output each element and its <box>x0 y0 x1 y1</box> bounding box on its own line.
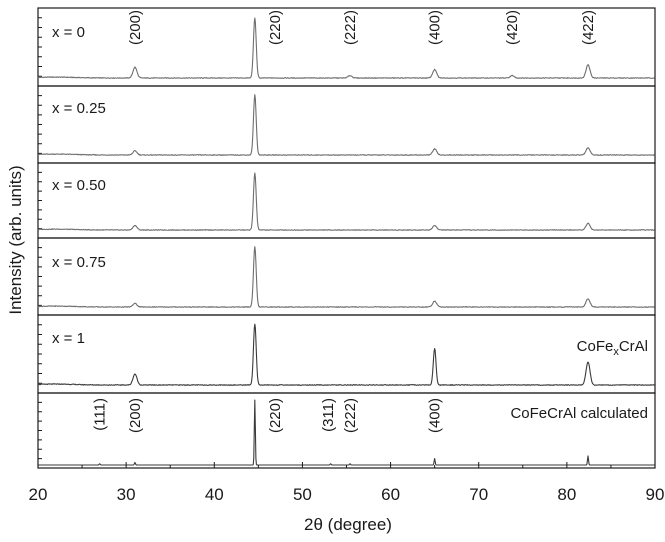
panel-3: x = 0.50 <box>38 163 655 238</box>
panel-label: x = 0 <box>52 24 85 41</box>
panel-frame <box>38 238 655 315</box>
miller-index-label: (220) <box>267 398 284 433</box>
panel-frame <box>38 315 655 393</box>
x-axis-label: 2θ (degree) <box>304 515 392 534</box>
x-tick-label: 70 <box>469 485 488 504</box>
panel-5: x = 1 CoFexCrAl <box>38 315 655 393</box>
miller-index-label: (311) <box>320 398 337 432</box>
panel-label: x = 1 <box>52 330 85 347</box>
x-tick-label: 40 <box>205 485 224 504</box>
miller-index-label: (420) <box>504 10 521 45</box>
x-tick-label: 30 <box>117 485 136 504</box>
panel-right-label: CoFeCrAl calculated <box>510 405 648 422</box>
miller-index-label: (400) <box>427 398 444 433</box>
panel-right-label: CoFexCrAl <box>577 338 648 358</box>
panel-label: x = 0.50 <box>52 177 106 194</box>
miller-index-label: (422) <box>580 10 597 45</box>
panel-right-label-main: CoFe <box>577 338 614 355</box>
panel-1: x = 0 (200) (220) (222) (400) (420) (422) <box>38 8 655 86</box>
panel-label: x = 0.75 <box>52 254 106 271</box>
panels-group: x = 0(200)(220)(222)(400)(420)(422)x = 0… <box>38 8 655 468</box>
miller-index-label: (222) <box>342 10 359 45</box>
x-tick-label: 20 <box>29 485 48 504</box>
series-line <box>38 95 655 156</box>
panel-4: x = 0.75 <box>38 238 655 315</box>
miller-index-label: (200) <box>127 398 144 433</box>
miller-index-label: (111) <box>92 398 109 431</box>
series-line <box>38 173 655 230</box>
miller-index-label: (222) <box>342 398 359 433</box>
panel-frame <box>38 163 655 238</box>
x-tick-label: 90 <box>646 485 665 504</box>
x-tick-label: 80 <box>557 485 576 504</box>
x-tick-label: 50 <box>293 485 312 504</box>
panel-right-label-main: CoFeCrAl calculated <box>510 405 648 422</box>
panel-frame <box>38 86 655 163</box>
panel-label: x = 0.25 <box>52 100 106 117</box>
series-line <box>38 324 655 385</box>
miller-index-label: (220) <box>267 10 284 45</box>
panel-6: CoFeCrAl calculated (111) (200) (220) (311) (… <box>38 393 655 468</box>
miller-index-label: (200) <box>127 10 144 45</box>
miller-index-label: (400) <box>427 10 444 45</box>
panel-right-label-tail: CrAl <box>619 338 648 355</box>
x-tick-label: 60 <box>381 485 400 504</box>
panel-2: x = 0.25 <box>38 86 655 163</box>
y-axis-label: Intensity (arb. units) <box>6 165 25 314</box>
series-line <box>38 247 655 308</box>
